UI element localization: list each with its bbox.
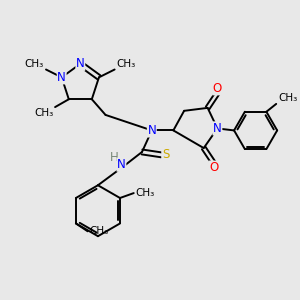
Text: CH₃: CH₃ bbox=[136, 188, 155, 198]
Text: S: S bbox=[162, 148, 169, 161]
Text: O: O bbox=[213, 82, 222, 95]
Text: N: N bbox=[57, 71, 66, 84]
Text: CH₃: CH₃ bbox=[278, 93, 297, 103]
Text: O: O bbox=[209, 161, 218, 174]
Text: H: H bbox=[110, 151, 119, 164]
Text: N: N bbox=[213, 122, 222, 135]
Text: CH₃: CH₃ bbox=[25, 58, 44, 68]
Text: CH₃: CH₃ bbox=[90, 226, 109, 236]
Text: CH₃: CH₃ bbox=[34, 108, 53, 118]
Text: N: N bbox=[76, 57, 85, 70]
Text: N: N bbox=[147, 124, 156, 137]
Text: N: N bbox=[117, 158, 126, 171]
Text: CH₃: CH₃ bbox=[117, 58, 136, 68]
